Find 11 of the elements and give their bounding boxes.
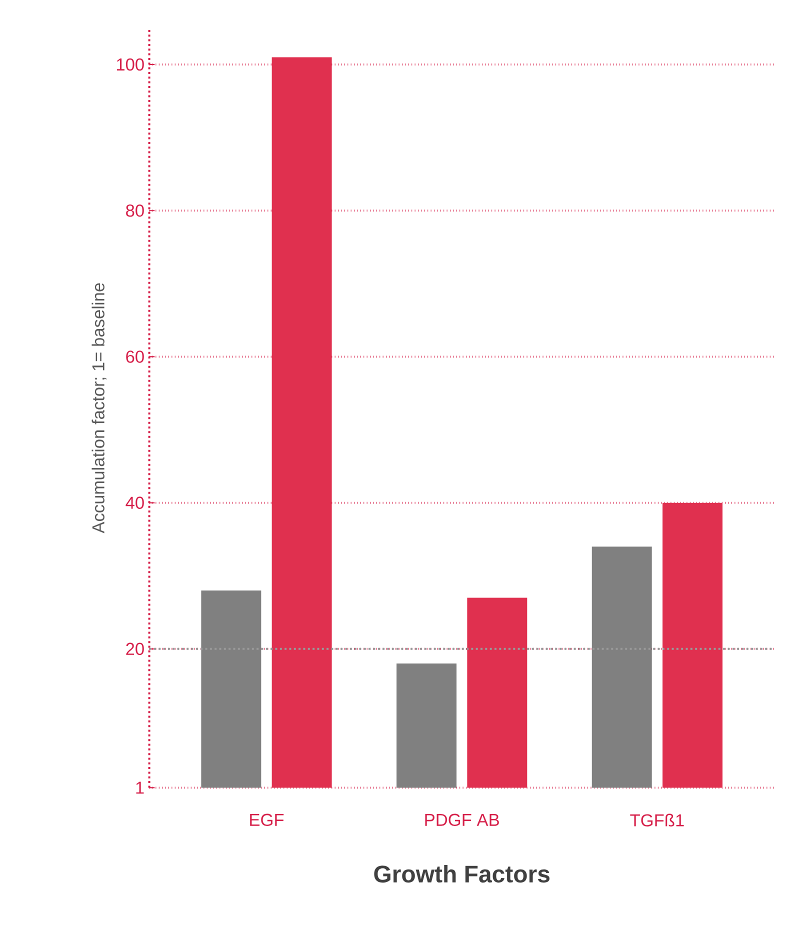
y-tick-label: 1 xyxy=(136,782,144,794)
y-tick-label: 60 xyxy=(126,350,144,363)
x-tick-label: PDGF AB xyxy=(425,814,500,826)
y-tick-label: 40 xyxy=(126,496,144,509)
y-tick-label: 100 xyxy=(117,58,144,71)
x-tick-label: TGFß1 xyxy=(630,814,684,826)
x-axis-title: Growth Factors xyxy=(374,864,550,883)
y-tick-label: 80 xyxy=(126,204,144,217)
y-axis-title: Accumulation factor; 1= baseline xyxy=(92,283,107,534)
x-tick-label: EGF xyxy=(250,814,284,826)
y-tick-label: 20 xyxy=(126,642,144,656)
